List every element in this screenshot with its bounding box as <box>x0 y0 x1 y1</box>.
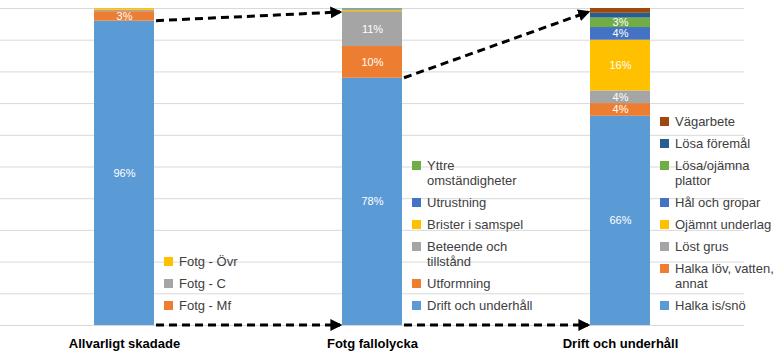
svg-text:4%: 4% <box>613 91 629 103</box>
svg-text:3%: 3% <box>613 16 629 28</box>
html-text:Löst grus: Löst grus <box>675 239 729 254</box>
html-text:Utrustning: Utrustning <box>427 195 487 210</box>
html-text:Lösa föremål: Lösa föremål <box>675 136 751 151</box>
html-text:Drift och underhåll: Drift och underhåll <box>427 298 533 313</box>
svg-text:16%: 16% <box>609 59 631 71</box>
html-text:Ojämnt underlag: Ojämnt underlag <box>675 217 772 232</box>
html-text:Beteende och tillstånd: Beteende och tillstånd <box>427 239 508 269</box>
html-text:Halka is/snö: Halka is/snö <box>675 298 746 313</box>
svg-text:3%: 3% <box>117 10 133 22</box>
html-text:Vägarbete: Vägarbete <box>675 114 735 129</box>
html-text:Fotg - Mf: Fotg - Mf <box>179 298 231 313</box>
html-text:Fotg - C: Fotg - C <box>179 276 226 291</box>
html-text:Halka löv, vatten, annat: Halka löv, vatten, annat <box>675 261 774 291</box>
html-text:Yttre omständigheter: Yttre omständigheter <box>427 158 517 188</box>
html-text:Utformning: Utformning <box>427 276 491 291</box>
html-text:Hål och gropar: Hål och gropar <box>675 195 761 210</box>
html-text:Lösa/ojämna plattor: Lösa/ojämna plattor <box>675 158 750 188</box>
html-text:Fotg - Övr: Fotg - Övr <box>179 254 238 269</box>
svg-text:96%: 96% <box>113 167 135 179</box>
svg-text:11%: 11% <box>362 23 383 35</box>
svg-text:Allvarligt skadade: Allvarligt skadade <box>69 336 180 351</box>
svg-text:Fotg fallolycka: Fotg fallolycka <box>327 336 419 351</box>
svg-text:4%: 4% <box>613 27 629 39</box>
svg-text:66%: 66% <box>609 214 631 226</box>
svg-text:Drift och underhåll: Drift och underhåll <box>563 336 679 351</box>
html-text:Brister i samspel: Brister i samspel <box>427 217 524 232</box>
svg-text:78%: 78% <box>361 195 383 207</box>
svg-text:4%: 4% <box>613 103 629 115</box>
svg-text:10%: 10% <box>361 56 383 68</box>
